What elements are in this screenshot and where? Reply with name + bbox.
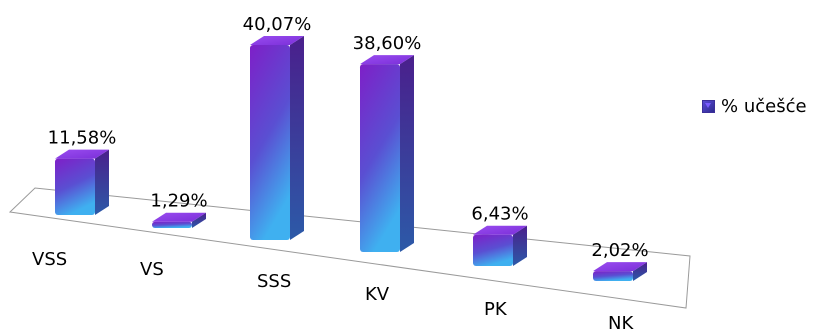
bar-top bbox=[360, 55, 414, 65]
bar-side bbox=[400, 55, 414, 252]
bar bbox=[473, 225, 527, 266]
bar-top bbox=[250, 36, 304, 45]
legend-swatch-icon bbox=[702, 100, 715, 113]
bar bbox=[55, 149, 109, 215]
data-label: 38,60% bbox=[353, 33, 422, 54]
bar-top bbox=[55, 149, 109, 159]
data-label: 1,29% bbox=[150, 191, 207, 212]
category-label: VSS bbox=[32, 249, 67, 270]
bar bbox=[360, 55, 414, 252]
category-label: SSS bbox=[257, 271, 291, 292]
category-label: VS bbox=[140, 259, 164, 280]
bar bbox=[152, 212, 206, 228]
category-label: NK bbox=[608, 313, 634, 333]
bar-front bbox=[360, 64, 400, 252]
bar-front bbox=[473, 234, 513, 266]
bar-front bbox=[593, 271, 633, 281]
data-label: 6,43% bbox=[471, 204, 528, 225]
bar-top bbox=[473, 225, 527, 235]
legend: % učešće bbox=[702, 96, 807, 117]
bar-front bbox=[152, 221, 192, 228]
bar-front bbox=[55, 158, 95, 215]
bars-layer bbox=[55, 36, 647, 281]
data-label: 2,02% bbox=[591, 240, 648, 261]
floor-plane bbox=[8, 187, 691, 309]
bar-side bbox=[95, 149, 109, 215]
labels-layer: 11,58% VSS 1,29% VS 40,07% SSS 38,60% KV 6,43% PK… bbox=[32, 14, 649, 333]
category-label: KV bbox=[365, 284, 390, 305]
bar-top bbox=[593, 262, 647, 272]
bar-side bbox=[513, 225, 527, 266]
bar-side bbox=[633, 262, 647, 281]
bar-front bbox=[250, 45, 290, 240]
bar bbox=[250, 36, 304, 240]
data-label: 11,58% bbox=[48, 128, 117, 149]
bar-side bbox=[290, 36, 304, 240]
legend-label: % učešće bbox=[721, 96, 807, 117]
category-label: PK bbox=[484, 299, 508, 320]
bar-side bbox=[192, 212, 206, 228]
bar-top bbox=[152, 212, 206, 222]
bar bbox=[593, 262, 647, 281]
data-label: 40,07% bbox=[243, 14, 312, 35]
